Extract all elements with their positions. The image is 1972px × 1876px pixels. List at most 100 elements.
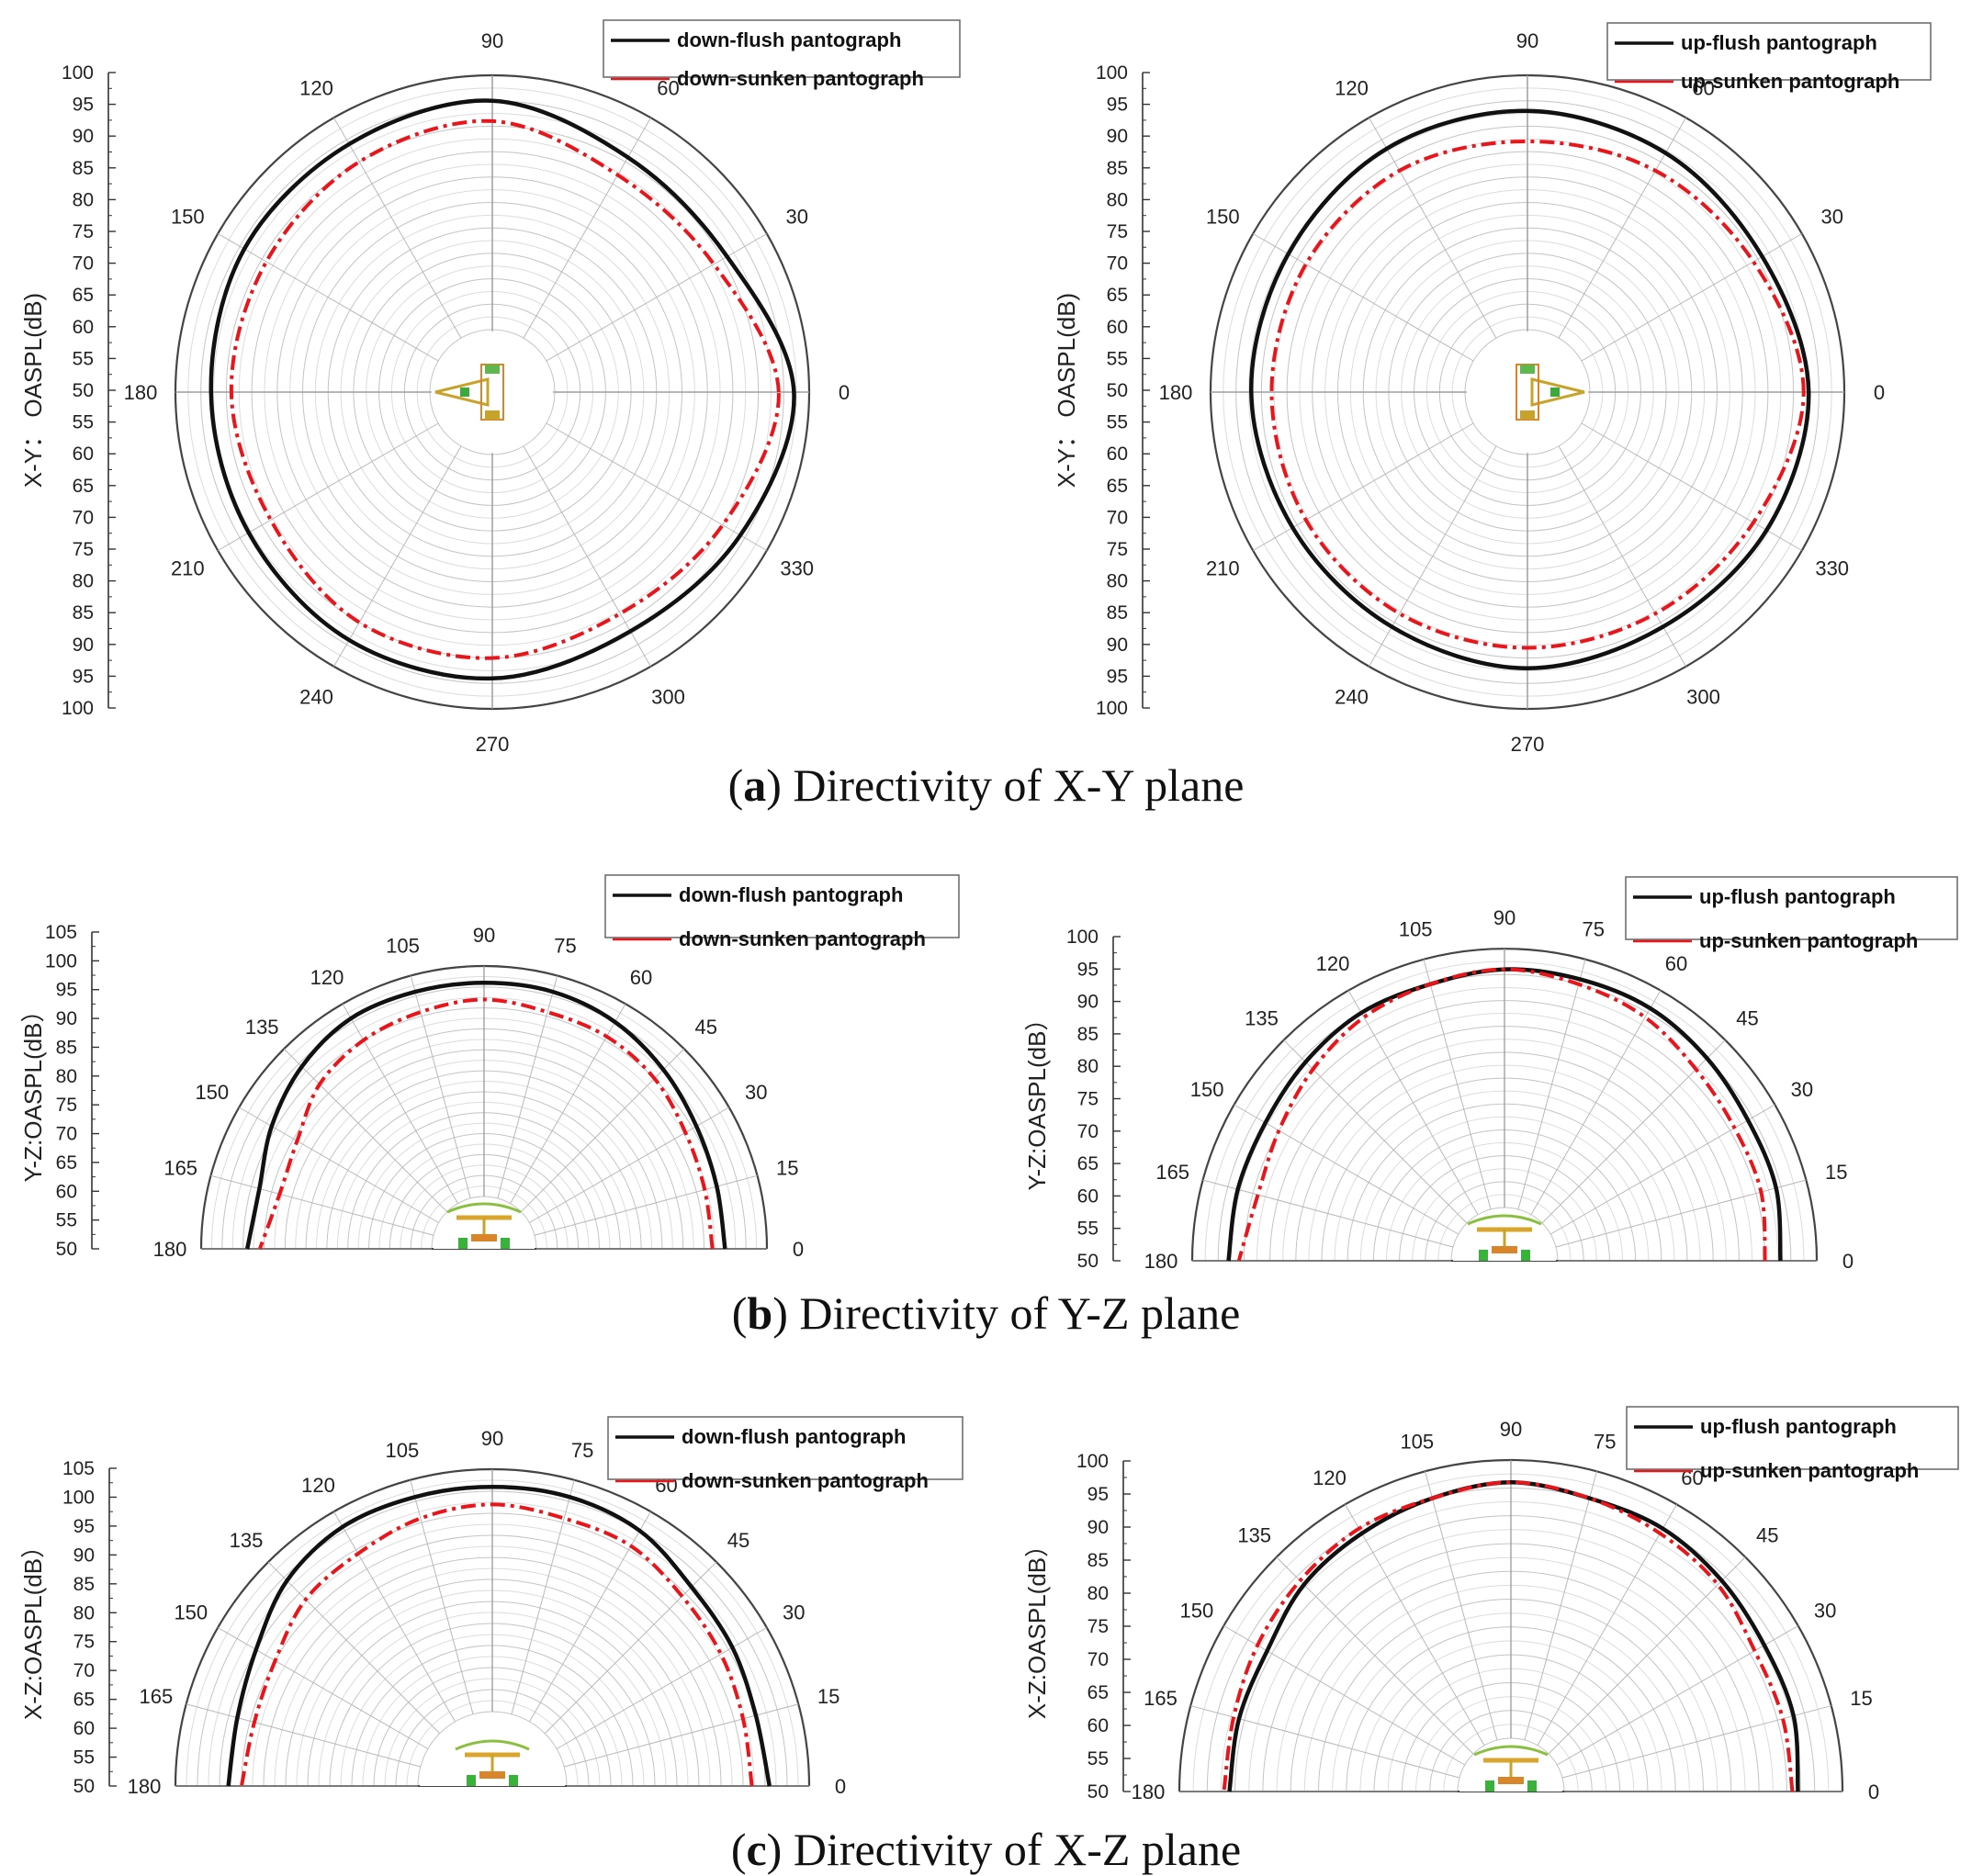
grid-arc [1450,1207,1559,1262]
radial-tick-label: 90 [1107,126,1128,147]
grid-spoke [1369,117,1497,339]
angle-tick-label: 180 [1144,1250,1178,1273]
radial-tick-label: 80 [1077,1056,1099,1077]
radial-tick-label: 95 [73,1516,95,1537]
angle-tick-label: 330 [1815,557,1849,580]
series-line-flush [244,981,727,1250]
angle-tick-label: 150 [1180,1600,1214,1623]
grid-spoke [1423,959,1492,1210]
grid-spoke [217,1627,429,1749]
grid-spoke [1581,233,1803,362]
radial-tick-label: 70 [1107,507,1128,528]
series-line-sunken [258,997,715,1250]
grid-spoke [186,1703,421,1768]
radial-tick-label: 85 [1077,1024,1099,1045]
angle-tick-label: 90 [1516,29,1538,52]
angle-tick-label: 0 [1842,1250,1854,1273]
series-line-flush [1249,108,1811,670]
angle-tick-label: 30 [745,1081,767,1104]
caption-b-letter: b [747,1287,773,1339]
legend-label: down-flush pantograph [677,28,901,51]
pantograph-sketch [1516,364,1585,421]
radial-tick-label: 90 [1087,1517,1109,1538]
radial-tick-label: 50 [1087,1781,1109,1803]
grid-spoke [1283,1039,1468,1224]
radial-tick-label: 75 [1087,1616,1109,1637]
angle-tick-label: 165 [1144,1687,1178,1710]
radial-tick-label: 80 [56,1066,77,1087]
angle-tick-label: 150 [1206,206,1240,229]
y-axis-label: X-Z:OASPL(dB） [1023,1533,1051,1719]
radial-tick-label: 75 [73,221,94,242]
series-line-sunken [240,1502,754,1787]
angle-tick-label: 120 [1313,1466,1347,1489]
grid-spoke [333,1511,456,1723]
angle-tick-label: 135 [230,1529,264,1552]
radial-tick-label: 55 [1077,1219,1099,1240]
angle-tick-label: 150 [1190,1078,1224,1101]
radial-tick-label: 60 [1077,1185,1099,1207]
legend-label: up-sunken pantograph [1699,929,1918,952]
angle-tick-label: 15 [1825,1161,1847,1184]
angle-tick-label: 180 [153,1238,187,1261]
grid-spoke [410,975,471,1199]
radial-tick-label: 75 [1107,539,1128,560]
radial-tick-label: 80 [73,189,94,210]
legend-label: up-sunken pantograph [1681,70,1899,93]
radial-tick-label: 50 [56,1239,77,1260]
radial-tick-label: 50 [73,1776,95,1797]
radial-tick-label: 70 [1087,1649,1109,1670]
grid-spoke [1369,445,1497,668]
radial-tick-label: 60 [73,444,94,465]
grid-spoke [1549,1104,1775,1235]
grid-spoke [333,445,462,668]
radial-tick-label: 90 [1107,635,1128,656]
grid-spoke [333,117,462,339]
angle-tick-label: 30 [783,1601,805,1624]
legend-box [1626,1406,1959,1470]
angle-tick-label: 60 [630,966,652,989]
caption-a-letter: a [743,759,767,811]
angle-tick-label: 150 [195,1081,229,1104]
radial-tick-label: 95 [1107,666,1128,687]
grid-spoke [1561,1705,1831,1779]
chart-b-right: 0 15 30 45 60 75 90 105 120 135 150 165 180 100 95 90 85… [1023,876,1958,1273]
radial-tick-label: 55 [56,1210,77,1231]
y-axis-label: X-Y： OASPL(dB) [1053,293,1080,488]
y-axis-label: X-Y： OASPL(dB) [19,293,47,488]
grid-spoke [497,975,558,1199]
grid-spoke [1548,1556,1746,1755]
legend: down-flush pantograph down-sunken pantogr… [607,1416,963,1492]
angle-tick-label: 240 [299,686,333,709]
angle-tick-label: 90 [1500,1418,1522,1441]
radial-tick-label: 55 [73,1747,95,1769]
series-line-sunken [1269,140,1806,650]
series-line-flush [208,98,796,681]
grid-spoke [544,1561,717,1735]
center-hole [420,1713,565,1786]
pantograph-sketch [446,1202,522,1249]
radial-tick-label: 100 [1066,927,1099,948]
angle-tick-label: 45 [1736,1007,1758,1030]
radial-tick-label: 100 [62,698,94,719]
radial-tick-label: 85 [73,1574,95,1595]
grid-arc [1457,1737,1565,1792]
radial-tick-label: 95 [1087,1484,1109,1505]
angle-tick-label: 165 [140,1685,174,1708]
radial-tick-label: 95 [73,95,94,116]
grid-spoke [217,422,439,551]
grid-spoke [546,233,768,362]
radial-tick-label: 75 [73,539,94,560]
pantograph-sketch [1467,1214,1542,1261]
angle-tick-label: 105 [1400,1431,1434,1454]
legend-label: up-flush pantograph [1699,885,1896,908]
grid-spoke [1524,1471,1597,1741]
angle-tick-label: 45 [695,1016,717,1039]
radial-tick-label: 75 [73,1632,95,1653]
angle-tick-label: 30 [1791,1078,1813,1101]
radial-tick-label: 95 [1077,959,1099,980]
radial-tick-label: 65 [1087,1682,1109,1703]
angle-tick-label: 135 [1237,1524,1271,1547]
angle-tick-label: 120 [1316,952,1350,975]
radial-tick-label: 55 [73,348,94,369]
